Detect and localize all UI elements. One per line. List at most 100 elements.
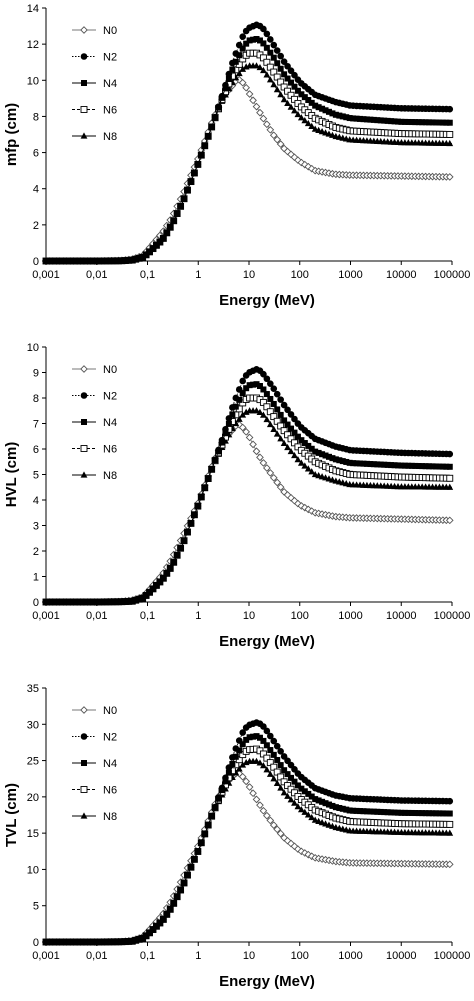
data-point (312, 102, 319, 109)
data-point (160, 235, 167, 242)
data-point (166, 223, 174, 231)
data-point (370, 461, 377, 468)
data-point (263, 391, 270, 398)
data-point (408, 809, 415, 816)
data-point (446, 829, 454, 836)
x-tick-label: 100000 (434, 610, 471, 622)
data-point (284, 62, 291, 70)
data-point (163, 911, 171, 918)
data-point (353, 460, 360, 467)
data-point (263, 742, 270, 749)
data-point (367, 116, 374, 123)
data-point (238, 78, 247, 87)
data-point (266, 759, 274, 767)
data-point (277, 396, 284, 403)
data-point (432, 810, 439, 817)
data-point (273, 742, 281, 750)
y-tick-label: 0 (33, 597, 39, 609)
chart-panel-3: 0 5 10 15 20 25 30 35 0,001 0,01 0,1 1 10 100 1000 1000… (3, 683, 470, 990)
data-point (374, 808, 381, 815)
data-point (235, 415, 243, 422)
data-point (405, 809, 412, 816)
data-point (281, 417, 288, 424)
data-point (260, 386, 267, 393)
data-point (277, 91, 285, 98)
data-point (187, 520, 195, 527)
data-point (384, 461, 391, 468)
data-point (239, 45, 246, 52)
data-point (267, 380, 274, 387)
data-point (252, 795, 261, 804)
data-point (360, 460, 367, 467)
data-point (256, 37, 263, 44)
data-point (308, 445, 315, 452)
data-point (266, 408, 274, 416)
series-N2 (42, 365, 454, 606)
data-point (184, 528, 191, 536)
data-point (242, 777, 250, 786)
data-point (367, 461, 374, 468)
data-point (260, 25, 267, 33)
data-point (263, 766, 271, 773)
data-point (173, 210, 181, 217)
data-point (315, 797, 322, 804)
legend-label: N2 (103, 732, 117, 744)
data-point (177, 544, 184, 552)
data-point (215, 794, 222, 801)
data-point (276, 483, 285, 492)
x-tick-label: 10 (243, 950, 255, 962)
data-point (273, 779, 281, 787)
data-point (281, 71, 288, 78)
y-tick-label: 4 (33, 495, 39, 507)
data-point (307, 852, 316, 861)
data-point (225, 75, 232, 82)
data-point (426, 119, 433, 126)
data-point (277, 411, 284, 418)
y-tick-label: 6 (33, 148, 39, 160)
data-point (236, 52, 243, 59)
data-point (332, 456, 339, 463)
data-point (225, 70, 233, 78)
data-point (291, 451, 298, 459)
data-point (294, 803, 302, 810)
data-point (277, 422, 285, 430)
y-tick-label: 25 (27, 756, 39, 768)
data-point (353, 807, 360, 814)
data-point (215, 446, 222, 454)
data-point (173, 893, 181, 900)
data-point (446, 483, 454, 490)
data-point (308, 793, 315, 800)
y-tick-label: 30 (27, 719, 39, 731)
legend-label: N0 (103, 705, 117, 717)
data-point (238, 772, 247, 781)
data-point (298, 785, 305, 792)
y-tick-label: 6 (33, 444, 39, 456)
data-point (419, 810, 426, 817)
data-point (284, 443, 291, 451)
data-point (270, 751, 277, 758)
data-point (239, 729, 247, 736)
x-tick-label: 0,1 (140, 269, 155, 281)
data-point (180, 879, 188, 887)
data-point (204, 133, 212, 140)
data-point (339, 805, 346, 812)
data-point (287, 447, 295, 455)
data-point (280, 789, 288, 796)
data-point (191, 511, 198, 519)
data-point (339, 113, 346, 120)
data-point (263, 375, 271, 383)
data-point (266, 76, 274, 83)
data-point (273, 768, 281, 776)
data-point (184, 186, 191, 194)
series-N2 (42, 719, 454, 946)
data-point (274, 406, 281, 413)
data-point (436, 119, 443, 126)
data-point (222, 774, 229, 782)
data-point (322, 800, 329, 807)
series-line (46, 38, 453, 262)
data-point (266, 125, 275, 134)
data-point (436, 810, 443, 817)
data-point (163, 570, 171, 577)
data-point (346, 807, 353, 814)
